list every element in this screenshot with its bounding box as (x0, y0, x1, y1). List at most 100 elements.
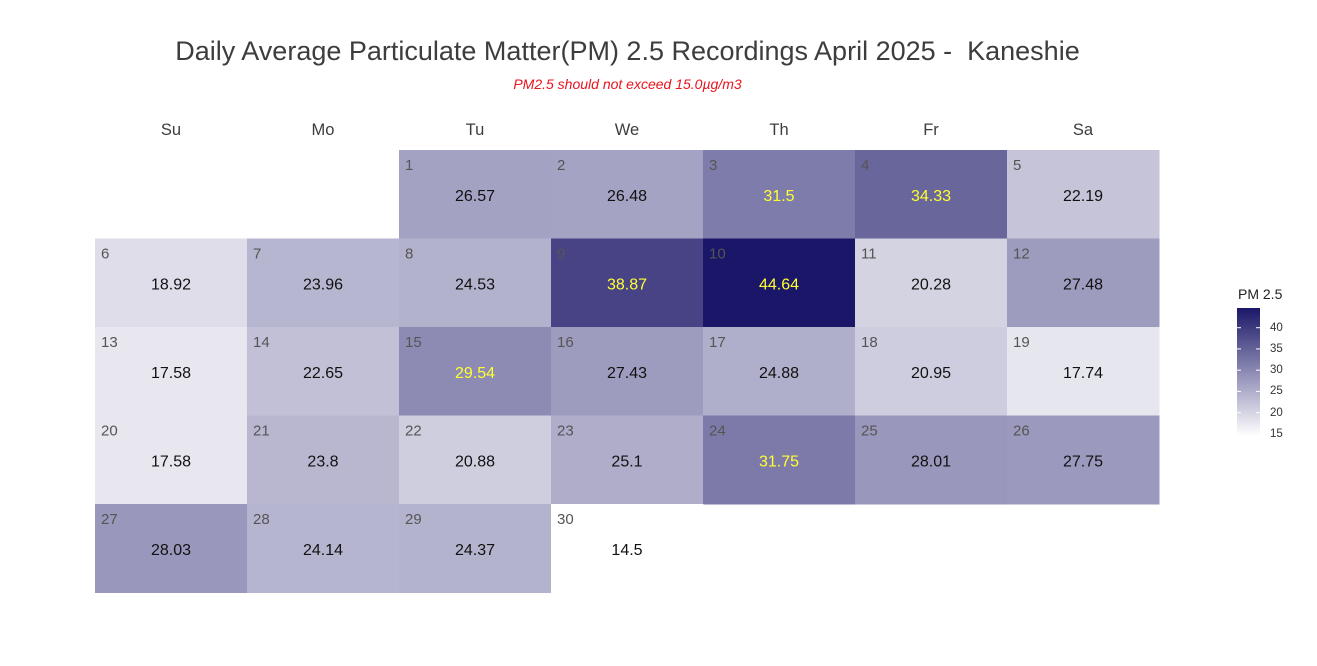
legend-tick-label: 20 (1270, 406, 1283, 419)
day-value: 29.54 (455, 365, 495, 382)
day-value: 18.92 (151, 277, 191, 294)
day-cell (551, 238, 704, 328)
day-value: 26.48 (607, 188, 647, 205)
day-value: 44.64 (759, 277, 799, 294)
day-number: 3 (709, 157, 717, 174)
day-cell (95, 415, 248, 505)
weekday-label: Mo (312, 121, 335, 139)
legend-tick-label: 15 (1270, 427, 1283, 440)
day-value: 27.48 (1063, 277, 1103, 294)
day-cell (95, 238, 248, 328)
day-cell (399, 504, 552, 593)
day-number: 7 (253, 246, 261, 263)
day-number: 18 (861, 334, 878, 351)
day-value: 28.03 (151, 542, 191, 559)
day-number: 17 (709, 334, 726, 351)
day-cell (1007, 238, 1160, 328)
day-value: 27.43 (607, 365, 647, 382)
legend-colorbar (1237, 308, 1260, 436)
day-cell (247, 415, 400, 505)
legend-tick-label: 40 (1270, 321, 1283, 334)
day-number: 26 (1013, 423, 1030, 440)
day-value: 20.95 (911, 365, 951, 382)
day-cell (1007, 327, 1160, 416)
day-cell (551, 504, 704, 593)
day-number: 6 (101, 246, 109, 263)
legend-tick-label: 30 (1270, 364, 1283, 377)
day-number: 29 (405, 511, 422, 528)
chart-subtitle: PM2.5 should not exceed 15.0µg/m3 (513, 76, 742, 92)
day-value: 17.74 (1063, 365, 1103, 382)
day-number: 19 (1013, 334, 1030, 351)
day-cell (399, 327, 552, 416)
day-cell (399, 150, 552, 239)
chart-title: Daily Average Particulate Matter(PM) 2.5… (175, 36, 1080, 66)
day-number: 28 (253, 511, 270, 528)
day-number: 25 (861, 423, 878, 440)
day-value: 20.28 (911, 277, 951, 294)
day-number: 16 (557, 334, 574, 351)
day-number: 4 (861, 157, 869, 174)
day-number: 24 (709, 423, 726, 440)
day-number: 5 (1013, 157, 1021, 174)
day-number: 30 (557, 511, 574, 528)
day-cell (855, 238, 1008, 328)
day-value: 31.75 (759, 454, 799, 471)
day-cell (399, 238, 552, 328)
day-value: 14.5 (611, 542, 642, 559)
day-cell (703, 150, 856, 239)
day-cell (703, 238, 856, 328)
day-number: 15 (405, 334, 422, 351)
day-value: 20.88 (455, 454, 495, 471)
day-number: 11 (861, 246, 877, 263)
day-number: 20 (101, 423, 118, 440)
day-value: 24.88 (759, 365, 799, 382)
day-cell (399, 415, 552, 505)
legend-tick-label: 25 (1270, 385, 1283, 398)
day-number: 14 (253, 334, 270, 351)
weekday-label: Th (769, 121, 788, 139)
day-value: 23.8 (307, 454, 338, 471)
day-number: 13 (101, 334, 118, 351)
day-cell (551, 150, 704, 239)
day-value: 31.5 (763, 188, 794, 205)
day-cell (551, 415, 704, 505)
day-number: 8 (405, 246, 413, 263)
day-cell (247, 238, 400, 328)
weekday-label: Tu (466, 121, 485, 139)
day-value: 24.14 (303, 542, 343, 559)
weekday-label: We (615, 121, 639, 139)
legend-title: PM 2.5 (1238, 286, 1283, 302)
day-cell (703, 415, 856, 505)
day-number: 27 (101, 511, 118, 528)
day-cell (95, 327, 248, 416)
day-value: 26.57 (455, 188, 495, 205)
day-cell (1007, 150, 1160, 239)
day-number: 21 (253, 423, 270, 440)
day-number: 9 (557, 246, 565, 263)
day-value: 22.65 (303, 365, 343, 382)
day-value: 38.87 (607, 277, 647, 294)
day-number: 2 (557, 157, 565, 174)
day-cell (551, 327, 704, 416)
day-value: 27.75 (1063, 454, 1103, 471)
day-value: 24.53 (455, 277, 495, 294)
day-value: 17.58 (151, 454, 191, 471)
day-value: 24.37 (455, 542, 495, 559)
day-number: 10 (709, 246, 726, 263)
day-cell (247, 327, 400, 416)
day-number: 12 (1013, 246, 1030, 263)
calendar-heatmap: Su Mo Tu We Th Fr Sa 1 26.57 2 26.48 3 31.5 4 34.33 5 22… (95, 121, 1160, 593)
day-value: 23.96 (303, 277, 343, 294)
day-value: 25.1 (611, 454, 642, 471)
day-number: 1 (405, 157, 413, 174)
legend-tick-label: 35 (1270, 342, 1283, 355)
day-cell (855, 327, 1008, 416)
weekday-label: Sa (1073, 121, 1094, 139)
day-number: 23 (557, 423, 574, 440)
day-value: 34.33 (911, 188, 951, 205)
day-cell (247, 504, 400, 593)
day-value: 28.01 (911, 454, 951, 471)
weekday-label: Su (161, 121, 181, 139)
day-cell (855, 415, 1008, 505)
